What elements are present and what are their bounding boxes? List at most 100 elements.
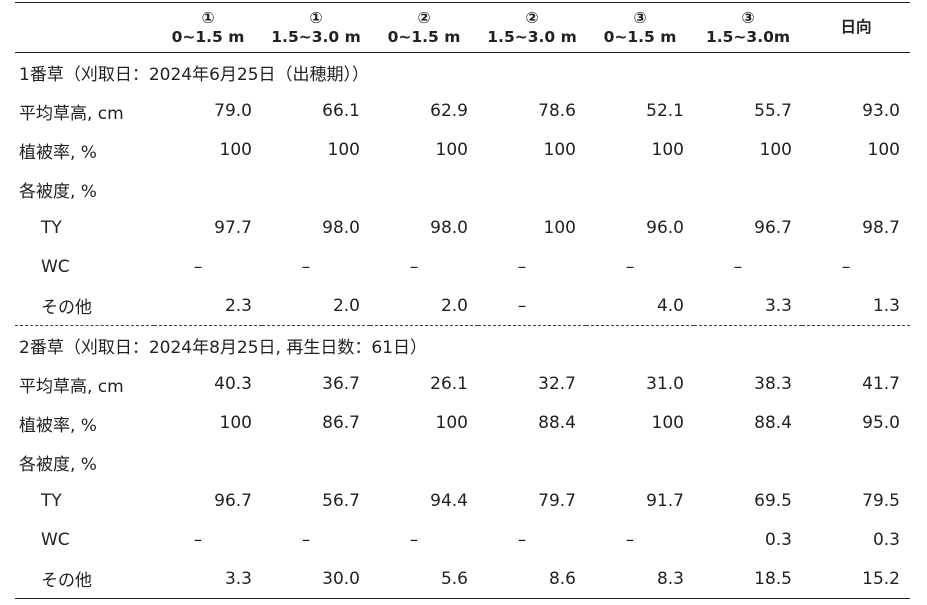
cell: 100 bbox=[478, 131, 586, 170]
column-header: ② 1.5~3.0 m bbox=[478, 3, 586, 53]
cell: 100 bbox=[478, 209, 586, 248]
cell-text: 69.5 bbox=[754, 491, 792, 511]
cell-text: – bbox=[409, 530, 419, 550]
row-label: 平均草高, cm bbox=[15, 365, 154, 404]
cell-text: 100 bbox=[867, 140, 900, 160]
cell-text: 1.3 bbox=[872, 295, 900, 316]
header-line: ① bbox=[201, 8, 215, 27]
cell: 95.0 bbox=[802, 404, 910, 443]
empty-cell bbox=[694, 443, 802, 482]
cell-text: – bbox=[517, 530, 527, 550]
header-line: ② bbox=[525, 8, 539, 27]
cell: 55.7 bbox=[694, 92, 802, 131]
column-header: ① 0~1.5 m bbox=[154, 3, 262, 53]
cell-text: 79.7 bbox=[538, 491, 576, 511]
row-label-text: 平均草高, cm bbox=[19, 103, 124, 124]
cell-text: 78.6 bbox=[538, 101, 576, 121]
section: 1番草（刈取日：2024年6月25日（出穂期）） 平均草高, cm 79.0 66.1… bbox=[15, 53, 910, 326]
cell: 56.7 bbox=[262, 482, 370, 521]
cell-text: 94.4 bbox=[430, 491, 468, 511]
row-label-text: WC bbox=[41, 530, 70, 550]
empty-cell bbox=[802, 443, 910, 482]
cell-text: – bbox=[301, 257, 311, 277]
cell: 18.5 bbox=[694, 560, 802, 599]
cell-text: 100 bbox=[327, 140, 360, 160]
cell: 40.3 bbox=[154, 365, 262, 404]
cell: 31.0 bbox=[586, 365, 694, 404]
cell: 100 bbox=[586, 404, 694, 443]
cell-text: – bbox=[409, 257, 419, 277]
cell: 88.4 bbox=[478, 404, 586, 443]
empty-cell bbox=[370, 443, 478, 482]
cell: 2.3 bbox=[154, 287, 262, 326]
cell-text: – bbox=[193, 257, 203, 277]
cell: 26.1 bbox=[370, 365, 478, 404]
cell-text: 0.3 bbox=[764, 530, 792, 550]
header-line: 1.5~3.0 m bbox=[271, 27, 361, 46]
cell: 8.6 bbox=[478, 560, 586, 599]
column-header: ③ 1.5~3.0m bbox=[694, 3, 802, 53]
row-label-text: WC bbox=[41, 257, 70, 277]
cell: 98.7 bbox=[802, 209, 910, 248]
cell: – bbox=[478, 248, 586, 287]
cell-text: 88.4 bbox=[754, 413, 792, 433]
cell-text: – bbox=[841, 257, 851, 277]
row-label: 平均草高, cm bbox=[15, 92, 154, 131]
cell: 0.3 bbox=[694, 521, 802, 560]
cell: 36.7 bbox=[262, 365, 370, 404]
section-title-text: 1番草（刈取日：2024年6月25日（出穂期）） bbox=[19, 64, 370, 85]
cell: 94.4 bbox=[370, 482, 478, 521]
data-table: ① 0~1.5 m ① 1.5~3.0 m ② 0~1.5 m ② 1.5~3.0 m ③ 0~1… bbox=[15, 2, 910, 599]
cell-text: 32.7 bbox=[538, 374, 576, 394]
header-line: ② bbox=[417, 8, 431, 27]
data-row: 植被率, % 100 100 100 100 100 100 100 bbox=[15, 131, 910, 170]
cell-text: – bbox=[517, 257, 527, 277]
cell-text: 96.0 bbox=[646, 218, 684, 238]
data-row: TY 97.7 98.0 98.0 100 96.0 96.7 98.7 bbox=[15, 209, 910, 248]
cell-text: 97.7 bbox=[214, 218, 252, 238]
header-line: ③ bbox=[741, 8, 755, 27]
data-row: 植被率, % 100 86.7 100 88.4 100 88.4 95.0 bbox=[15, 404, 910, 443]
cell-text: 79.5 bbox=[862, 491, 900, 511]
cell: 79.0 bbox=[154, 92, 262, 131]
cell-text: 8.6 bbox=[548, 568, 576, 589]
cell: – bbox=[154, 521, 262, 560]
cell: 3.3 bbox=[694, 287, 802, 326]
cell-text: 2.0 bbox=[440, 295, 468, 316]
data-row: WC – – – – – – – bbox=[15, 248, 910, 287]
row-label: 植被率, % bbox=[15, 131, 154, 170]
cell-text: 91.7 bbox=[646, 491, 684, 511]
cell: – bbox=[586, 248, 694, 287]
cell: 98.0 bbox=[370, 209, 478, 248]
header-line: 1.5~3.0m bbox=[705, 27, 791, 46]
cell-text: – bbox=[733, 257, 743, 277]
data-row: 平均草高, cm 40.3 36.7 26.1 32.7 31.0 38.3 41.7 bbox=[15, 365, 910, 404]
cell: 96.7 bbox=[694, 209, 802, 248]
cell-text: – bbox=[625, 530, 635, 550]
cell-text: 8.3 bbox=[656, 568, 684, 589]
cell: 79.5 bbox=[802, 482, 910, 521]
cell: 100 bbox=[262, 131, 370, 170]
cell-text: 95.0 bbox=[862, 413, 900, 433]
cell: 86.7 bbox=[262, 404, 370, 443]
cell: 93.0 bbox=[802, 92, 910, 131]
column-header: ② 0~1.5 m bbox=[370, 3, 478, 53]
cell: 38.3 bbox=[694, 365, 802, 404]
cell-text: 2.0 bbox=[332, 295, 360, 316]
cell: 96.0 bbox=[586, 209, 694, 248]
cell-text: 3.3 bbox=[764, 295, 792, 316]
cell-text: 0.3 bbox=[872, 530, 900, 550]
section-title: 2番草（刈取日：2024年8月25日, 再生日数：61日） bbox=[15, 326, 910, 365]
cell: – bbox=[262, 521, 370, 560]
column-header: 日向 bbox=[802, 3, 910, 53]
row-label: TY bbox=[15, 482, 154, 521]
empty-cell bbox=[154, 443, 262, 482]
empty-cell bbox=[262, 443, 370, 482]
cell: – bbox=[694, 248, 802, 287]
row-label-text: その他 bbox=[41, 298, 92, 319]
cell-text: 31.0 bbox=[646, 374, 684, 394]
empty-cell bbox=[262, 170, 370, 209]
cell-text: 100 bbox=[543, 218, 576, 238]
cell: 32.7 bbox=[478, 365, 586, 404]
